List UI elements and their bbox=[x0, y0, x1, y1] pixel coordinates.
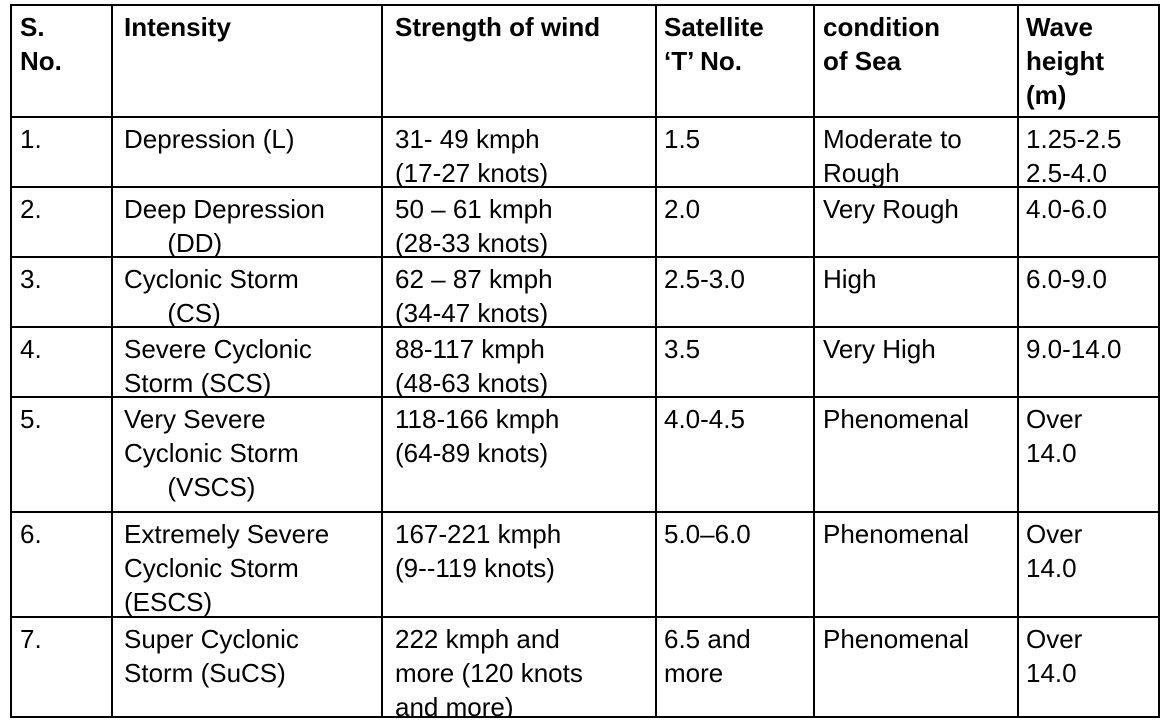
cell-wind-strength: 62 – 87 kmph (34-47 knots) bbox=[383, 258, 657, 326]
cell-s-no: 6. bbox=[12, 513, 113, 616]
cell-wind-strength: 88-117 kmph (48-63 knots) bbox=[383, 328, 657, 396]
header-condition-of-sea: condition of Sea bbox=[815, 6, 1019, 116]
cell-satellite-t-no: 5.0–6.0 bbox=[657, 513, 815, 616]
cell-intensity: Super Cyclonic Storm (SuCS) bbox=[113, 618, 383, 716]
cell-sea-condition: Very Rough bbox=[815, 188, 1019, 256]
cell-sea-condition: Phenomenal bbox=[815, 398, 1019, 511]
table-row: 6. Extremely Severe Cyclonic Storm (ESCS… bbox=[12, 513, 1158, 618]
cell-wind-strength: 167-221 kmph (9--119 knots) bbox=[383, 513, 657, 616]
cell-s-no: 4. bbox=[12, 328, 113, 396]
table-row: 1. Depression (L) 31- 49 kmph (17-27 kno… bbox=[12, 118, 1158, 188]
cell-wave-height: Over 14.0 bbox=[1026, 624, 1083, 688]
cell-intensity: Deep Depression (DD) bbox=[113, 188, 383, 256]
cell-wave-height: 1.25-2.5 2.5-4.0 bbox=[1026, 124, 1122, 186]
cell-s-no: 1. bbox=[12, 118, 113, 186]
cell-sea-condition: Phenomenal bbox=[815, 513, 1019, 616]
table-row: 7. Super Cyclonic Storm (SuCS) 222 kmph … bbox=[12, 618, 1158, 716]
cell-intensity: Severe Cyclonic Storm (SCS) bbox=[113, 328, 383, 396]
cell-satellite-t-no: 4.0-4.5 bbox=[657, 398, 815, 511]
cell-satellite-t-no: 2.5-3.0 bbox=[657, 258, 815, 326]
table-header-row: S. No. Intensity Strength of wind Satell… bbox=[12, 6, 1158, 118]
cell-intensity: Depression (L) bbox=[113, 118, 383, 186]
cell-wave-height: 4.0-6.0 bbox=[1026, 194, 1107, 224]
cell-wind-strength: 118-166 kmph (64-89 knots) bbox=[383, 398, 657, 511]
cell-intensity: Very Severe Cyclonic Storm (VSCS) bbox=[113, 398, 383, 511]
cell-wind-strength: 31- 49 kmph (17-27 knots) bbox=[383, 118, 657, 186]
cell-wave-height: Over 14.0 bbox=[1026, 404, 1083, 468]
header-intensity: Intensity bbox=[113, 6, 383, 116]
cell-satellite-t-no: 6.5 and more bbox=[657, 618, 815, 716]
cell-satellite-t-no: 2.0 bbox=[657, 188, 815, 256]
cell-wind-strength: 222 kmph and more (120 knots and more) bbox=[383, 618, 657, 716]
cell-sea-condition: Moderate to Rough bbox=[815, 118, 1019, 186]
cell-s-no: 7. bbox=[12, 618, 113, 716]
header-satellite-t-no: Satellite ‘T’ No. bbox=[657, 6, 815, 116]
cell-wave-height: Over 14.0 bbox=[1026, 519, 1083, 583]
header-s-no: S. No. bbox=[12, 6, 113, 116]
cell-sea-condition: High bbox=[815, 258, 1019, 326]
cell-wave-height: 9.0-14.0 bbox=[1026, 334, 1122, 364]
table-row: 3. Cyclonic Storm (CS) 62 – 87 kmph (34-… bbox=[12, 258, 1158, 328]
cell-s-no: 5. bbox=[12, 398, 113, 511]
cell-s-no: 2. bbox=[12, 188, 113, 256]
table-row: 5. Very Severe Cyclonic Storm (VSCS) 118… bbox=[12, 398, 1158, 513]
cell-sea-condition: Phenomenal bbox=[815, 618, 1019, 716]
cell-satellite-t-no: 1.5 bbox=[657, 118, 815, 186]
cell-satellite-t-no: 3.5 bbox=[657, 328, 815, 396]
header-strength-of-wind: Strength of wind bbox=[383, 6, 657, 116]
cell-wave-height: 6.0-9.0 bbox=[1026, 264, 1107, 294]
header-wave-height: Wave height (m) bbox=[1026, 12, 1104, 110]
cell-intensity: Cyclonic Storm (CS) bbox=[113, 258, 383, 326]
cell-sea-condition: Very High bbox=[815, 328, 1019, 396]
table-row: 4. Severe Cyclonic Storm (SCS) 88-117 km… bbox=[12, 328, 1158, 398]
cell-intensity: Extremely Severe Cyclonic Storm (ESCS) bbox=[113, 513, 383, 616]
cell-wind-strength: 50 – 61 kmph (28-33 knots) bbox=[383, 188, 657, 256]
table-row: 2. Deep Depression (DD) 50 – 61 kmph (28… bbox=[12, 188, 1158, 258]
cell-s-no: 3. bbox=[12, 258, 113, 326]
cyclone-classification-table: S. No. Intensity Strength of wind Satell… bbox=[10, 4, 1160, 718]
